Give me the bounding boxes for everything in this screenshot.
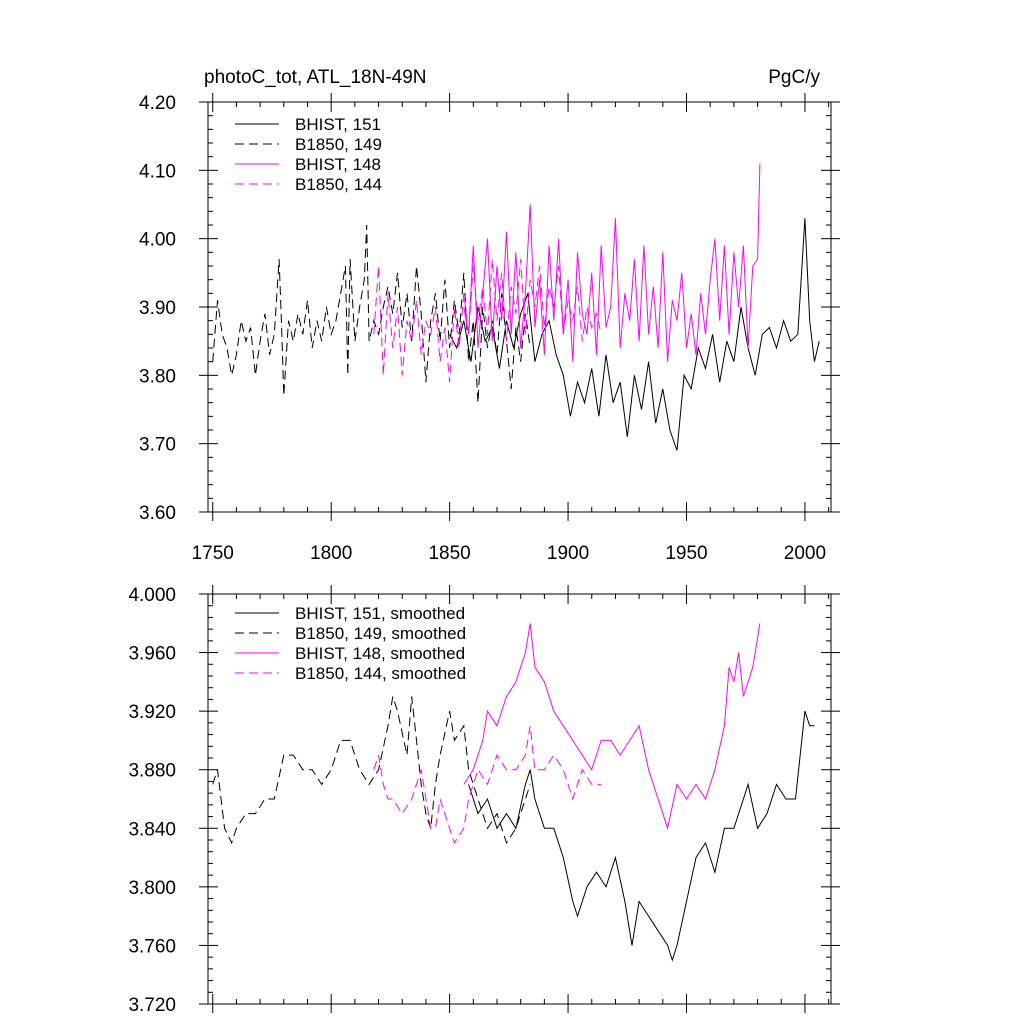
series-line-1: [212, 696, 531, 845]
y-tick-label: 3.80: [139, 366, 176, 387]
legend-label-2: BHIST, 148: [295, 155, 381, 174]
legend-label-3: B1850, 144, smoothed: [295, 664, 466, 683]
y-tick-label: 3.840: [128, 819, 176, 840]
series-line-3: [373, 259, 602, 383]
y-tick-label: 4.10: [139, 161, 176, 182]
series-line-0: [449, 218, 820, 451]
y-tick-label: 3.760: [128, 936, 176, 957]
series-line-3: [373, 725, 602, 845]
units-label: PgC/y: [768, 67, 820, 88]
x-tick-label: 1850: [428, 543, 470, 564]
series-line-2: [463, 163, 761, 362]
legend-label-1: B1850, 149: [295, 135, 382, 154]
y-tick-label: 3.800: [128, 878, 176, 899]
y-tick-label: 3.60: [139, 503, 176, 524]
y-tick-label: 3.920: [128, 702, 176, 723]
x-tick-label: 1950: [665, 543, 707, 564]
series-line-0: [468, 710, 815, 962]
y-tick-label: 4.000: [128, 585, 176, 606]
y-tick-label: 3.70: [139, 435, 176, 456]
legend-label-0: BHIST, 151, smoothed: [295, 604, 465, 623]
y-tick-label: 3.880: [128, 761, 176, 782]
y-tick-label: 4.00: [139, 230, 176, 251]
legend-label-3: B1850, 144: [295, 175, 382, 194]
legend-label-0: BHIST, 151: [295, 115, 381, 134]
bottom-panel: 3.720 3.760 3.800 3.840 3.880 3.920 3.960 4.000…: [128, 585, 840, 1016]
y-tick-label: 4.20: [139, 93, 176, 114]
y-tick-label: 3.90: [139, 298, 176, 319]
y-tick-label: 3.960: [128, 644, 176, 665]
series-line-1: [212, 224, 531, 403]
x-tick-label: 2000: [784, 543, 826, 564]
legend-label-2: BHIST, 148, smoothed: [295, 644, 465, 663]
series-line-2: [463, 623, 761, 831]
y-tick-label: 3.720: [128, 995, 176, 1016]
top-panel: 1750 1800 1850 1900 1950 2000 3.60 3.70 3.80 3.90…: [139, 93, 840, 564]
x-tick-label: 1750: [192, 543, 234, 564]
plot-frame: [207, 593, 832, 1005]
chart-title: photoC_tot, ATL_18N-49N: [204, 67, 427, 88]
x-tick-label: 1800: [310, 543, 352, 564]
x-tick-label: 1900: [547, 543, 589, 564]
legend-label-1: B1850, 149, smoothed: [295, 624, 466, 643]
